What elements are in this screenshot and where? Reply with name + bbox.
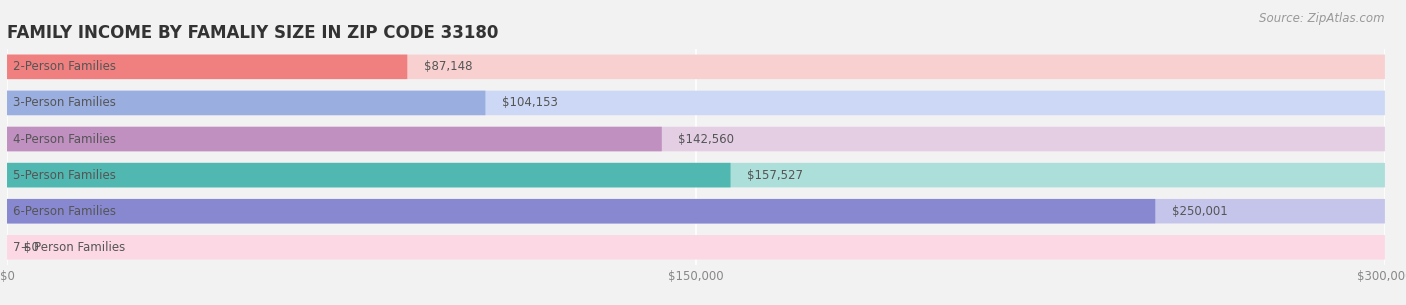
- FancyBboxPatch shape: [7, 199, 1385, 224]
- FancyBboxPatch shape: [7, 55, 408, 79]
- Text: 4-Person Families: 4-Person Families: [13, 133, 115, 145]
- Text: Source: ZipAtlas.com: Source: ZipAtlas.com: [1260, 12, 1385, 25]
- Text: 5-Person Families: 5-Person Families: [13, 169, 115, 181]
- FancyBboxPatch shape: [7, 127, 1385, 151]
- Text: FAMILY INCOME BY FAMALIY SIZE IN ZIP CODE 33180: FAMILY INCOME BY FAMALIY SIZE IN ZIP COD…: [7, 24, 498, 42]
- Text: $250,001: $250,001: [1171, 205, 1227, 218]
- FancyBboxPatch shape: [7, 163, 731, 187]
- FancyBboxPatch shape: [7, 199, 1156, 224]
- Text: 6-Person Families: 6-Person Families: [13, 205, 115, 218]
- Text: $0: $0: [24, 241, 38, 254]
- Text: $142,560: $142,560: [678, 133, 734, 145]
- FancyBboxPatch shape: [7, 91, 485, 115]
- Text: 3-Person Families: 3-Person Families: [13, 96, 115, 109]
- FancyBboxPatch shape: [7, 127, 662, 151]
- FancyBboxPatch shape: [7, 163, 1385, 187]
- FancyBboxPatch shape: [7, 91, 1385, 115]
- Text: $87,148: $87,148: [423, 60, 472, 73]
- Text: $104,153: $104,153: [502, 96, 558, 109]
- Text: 7+ Person Families: 7+ Person Families: [13, 241, 125, 254]
- Text: 2-Person Families: 2-Person Families: [13, 60, 115, 73]
- Text: $157,527: $157,527: [747, 169, 803, 181]
- FancyBboxPatch shape: [7, 55, 1385, 79]
- FancyBboxPatch shape: [7, 235, 1385, 260]
